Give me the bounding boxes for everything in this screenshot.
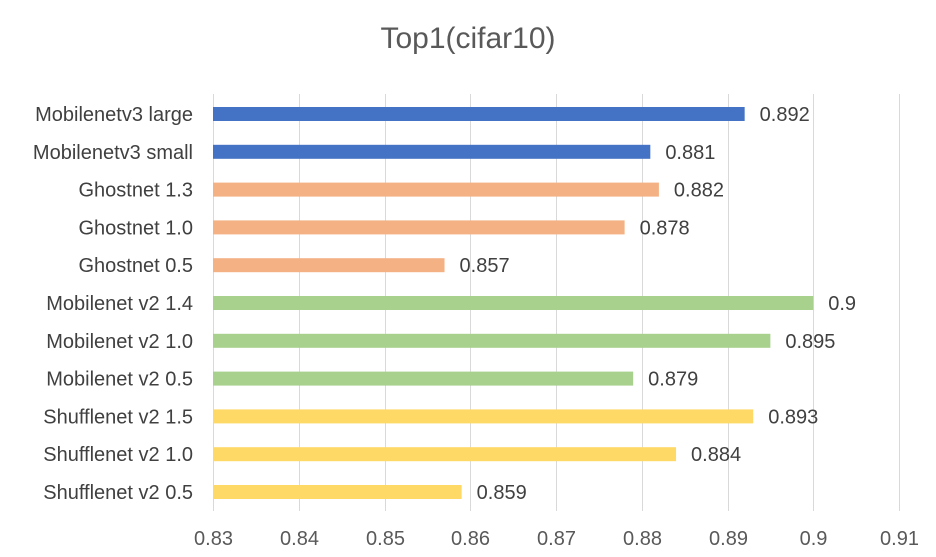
data-label: 0.9 bbox=[828, 293, 856, 315]
x-axis-ticks: 0.83 0.84 0.85 0.86 0.87 0.88 0.89 0.9 0.91 bbox=[194, 528, 919, 550]
category-label: Shufflenet v2 1.0 bbox=[43, 444, 193, 466]
data-label: 0.859 bbox=[477, 482, 527, 504]
data-label: 0.882 bbox=[674, 180, 724, 202]
x-tick-label: 0.91 bbox=[880, 528, 919, 550]
data-label: 0.879 bbox=[648, 369, 698, 391]
x-tick-label: 0.83 bbox=[194, 528, 233, 550]
data-label: 0.878 bbox=[640, 217, 690, 239]
x-tick-label: 0.88 bbox=[623, 528, 662, 550]
category-labels: Mobilenetv3 large Mobilenetv3 small Ghostn… bbox=[33, 104, 193, 504]
chart-title: Top1(cifar10) bbox=[380, 22, 555, 55]
category-label: Mobilenetv3 large bbox=[35, 104, 193, 126]
x-tick-label: 0.89 bbox=[709, 528, 748, 550]
bar bbox=[213, 333, 771, 348]
data-label: 0.881 bbox=[665, 142, 715, 164]
data-label: 0.857 bbox=[460, 255, 510, 277]
bars bbox=[213, 107, 814, 499]
category-label: Ghostnet 1.3 bbox=[78, 180, 193, 202]
x-tick-label: 0.86 bbox=[451, 528, 490, 550]
category-label: Ghostnet 0.5 bbox=[78, 255, 193, 277]
category-label: Mobilenetv3 small bbox=[33, 142, 193, 164]
bar bbox=[213, 409, 754, 424]
bar bbox=[213, 371, 634, 386]
data-labels: 0.892 0.881 0.882 0.878 0.857 0.9 0.895 0.879 0.… bbox=[460, 104, 857, 504]
data-label: 0.895 bbox=[785, 331, 835, 353]
data-label: 0.884 bbox=[691, 444, 741, 466]
category-label: Mobilenet v2 1.4 bbox=[46, 293, 193, 315]
data-label: 0.893 bbox=[768, 406, 818, 428]
category-label: Ghostnet 1.0 bbox=[78, 217, 193, 239]
data-label: 0.892 bbox=[760, 104, 810, 126]
category-label: Shufflenet v2 0.5 bbox=[43, 482, 193, 504]
category-label: Mobilenet v2 0.5 bbox=[46, 369, 193, 391]
x-tick-label: 0.85 bbox=[366, 528, 405, 550]
category-label: Shufflenet v2 1.5 bbox=[43, 406, 193, 428]
x-tick-label: 0.84 bbox=[280, 528, 319, 550]
bar bbox=[213, 258, 445, 273]
bar bbox=[213, 144, 651, 159]
bar bbox=[213, 220, 625, 235]
bar bbox=[213, 485, 462, 499]
bar bbox=[213, 107, 745, 121]
category-label: Mobilenet v2 1.0 bbox=[46, 331, 193, 353]
bar bbox=[213, 182, 659, 197]
bar bbox=[213, 447, 677, 462]
bar bbox=[213, 296, 814, 310]
x-tick-label: 0.87 bbox=[537, 528, 576, 550]
x-tick-label: 0.9 bbox=[800, 528, 828, 550]
